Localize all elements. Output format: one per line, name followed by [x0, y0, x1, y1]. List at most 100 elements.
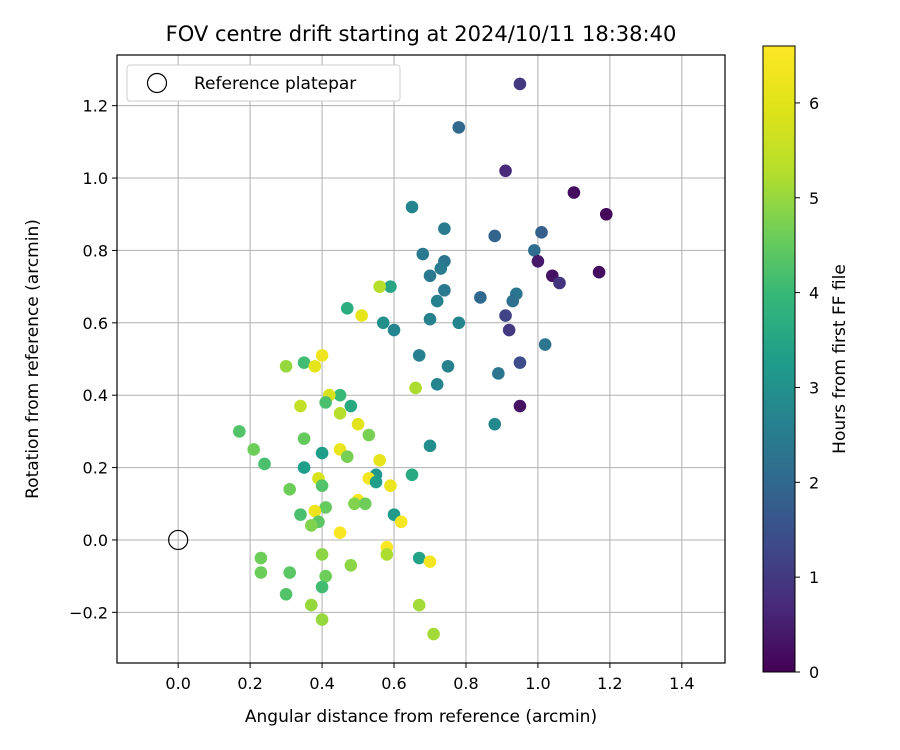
colorbar-tick-label: 5: [809, 189, 819, 208]
y-axis-label: Rotation from reference (arcmin): [23, 219, 43, 499]
data-point: [412, 598, 426, 612]
data-point: [387, 323, 401, 337]
data-point: [423, 312, 437, 326]
data-point: [438, 222, 451, 236]
legend-label: Reference platepar: [194, 74, 356, 94]
data-point: [567, 186, 581, 199]
x-tick-label: 0.4: [309, 674, 334, 693]
x-tick-label: 1.2: [597, 674, 622, 693]
data-point: [438, 283, 451, 297]
y-tick-label: 0.6: [83, 314, 108, 333]
data-point: [247, 443, 261, 456]
y-tick-label: 0.2: [83, 459, 108, 478]
y-tick-label: 1.0: [83, 169, 108, 188]
data-point: [373, 280, 386, 293]
chart-title: FOV centre drift starting at 2024/10/11 …: [166, 22, 677, 46]
data-point: [279, 359, 293, 373]
x-tick-label: 0.6: [381, 674, 406, 693]
data-point: [308, 359, 322, 373]
colorbar-tick-label: 0: [809, 663, 819, 682]
data-point: [373, 454, 386, 467]
data-point: [427, 627, 440, 641]
y-tick-label: −0.2: [69, 603, 108, 622]
x-tick-label: 0.8: [453, 674, 478, 693]
data-point: [430, 294, 444, 308]
data-point: [254, 551, 268, 565]
data-point: [294, 399, 307, 413]
data-point: [423, 439, 437, 453]
data-point: [297, 432, 311, 445]
data-point: [348, 497, 361, 511]
data-points: [233, 77, 613, 641]
x-tick-label: 1.4: [669, 674, 694, 693]
x-tick-label: 0.2: [237, 674, 262, 693]
data-point: [315, 580, 329, 594]
y-axis: −0.2 0.0 0.2 0.4 0.6 0.8 1.0 1.2: [69, 97, 117, 622]
y-tick-label: 0.4: [83, 386, 108, 405]
data-point: [506, 294, 520, 308]
data-point: [499, 164, 512, 178]
data-point: [283, 566, 296, 579]
data-point: [513, 77, 527, 91]
x-axis-label: Angular distance from reference (arcmin): [245, 707, 597, 727]
colorbar-tick-label: 4: [809, 284, 819, 303]
data-point: [535, 226, 548, 239]
data-point: [376, 316, 390, 330]
y-tick-label: 1.2: [83, 97, 108, 116]
data-point: [315, 446, 329, 460]
data-point: [394, 515, 408, 529]
data-point: [333, 388, 347, 402]
data-point: [528, 244, 541, 257]
data-point: [315, 349, 329, 362]
data-point: [423, 269, 437, 283]
data-point: [416, 247, 430, 261]
data-point: [380, 548, 394, 561]
data-point: [233, 425, 246, 438]
data-point: [434, 262, 448, 275]
colorbar-tick-label: 2: [809, 473, 819, 492]
data-point: [308, 504, 322, 518]
data-point: [369, 475, 383, 489]
legend-marker-icon: [146, 72, 168, 94]
data-point: [592, 265, 606, 279]
data-point: [384, 280, 397, 293]
legend: Reference platepar: [126, 64, 401, 102]
y-tick-label: 0.8: [83, 241, 108, 260]
data-point: [315, 479, 329, 492]
colorbar: 0 1 2 3 4 5 6 Hours from first FF file: [762, 45, 850, 682]
data-point: [409, 381, 422, 395]
data-point: [538, 338, 552, 351]
data-point: [513, 399, 527, 413]
y-tick-label: 0.0: [83, 531, 108, 550]
data-point: [351, 417, 365, 431]
data-point: [452, 316, 466, 330]
legend-box: [126, 64, 401, 102]
data-point: [319, 569, 332, 583]
data-point: [599, 207, 613, 221]
data-point: [333, 526, 347, 540]
data-point: [405, 200, 419, 214]
data-point: [441, 359, 455, 373]
data-point: [502, 323, 516, 337]
data-point: [297, 461, 311, 474]
data-point: [283, 482, 296, 496]
reference-platepar-marker: [168, 529, 189, 551]
colorbar-tick-label: 3: [809, 378, 819, 397]
data-point: [362, 428, 376, 442]
data-point: [340, 302, 354, 315]
data-point: [405, 468, 419, 482]
data-point: [423, 555, 437, 568]
data-point: [531, 254, 545, 268]
data-point: [488, 417, 502, 431]
data-point: [513, 356, 527, 369]
data-point: [294, 508, 307, 521]
colorbar-gradient: [762, 45, 796, 673]
x-tick-label: 0.0: [165, 674, 190, 693]
data-point: [499, 309, 512, 322]
data-point: [430, 378, 444, 391]
data-point: [344, 558, 358, 572]
data-point: [358, 497, 372, 511]
data-point: [319, 501, 332, 514]
data-point: [492, 367, 505, 380]
